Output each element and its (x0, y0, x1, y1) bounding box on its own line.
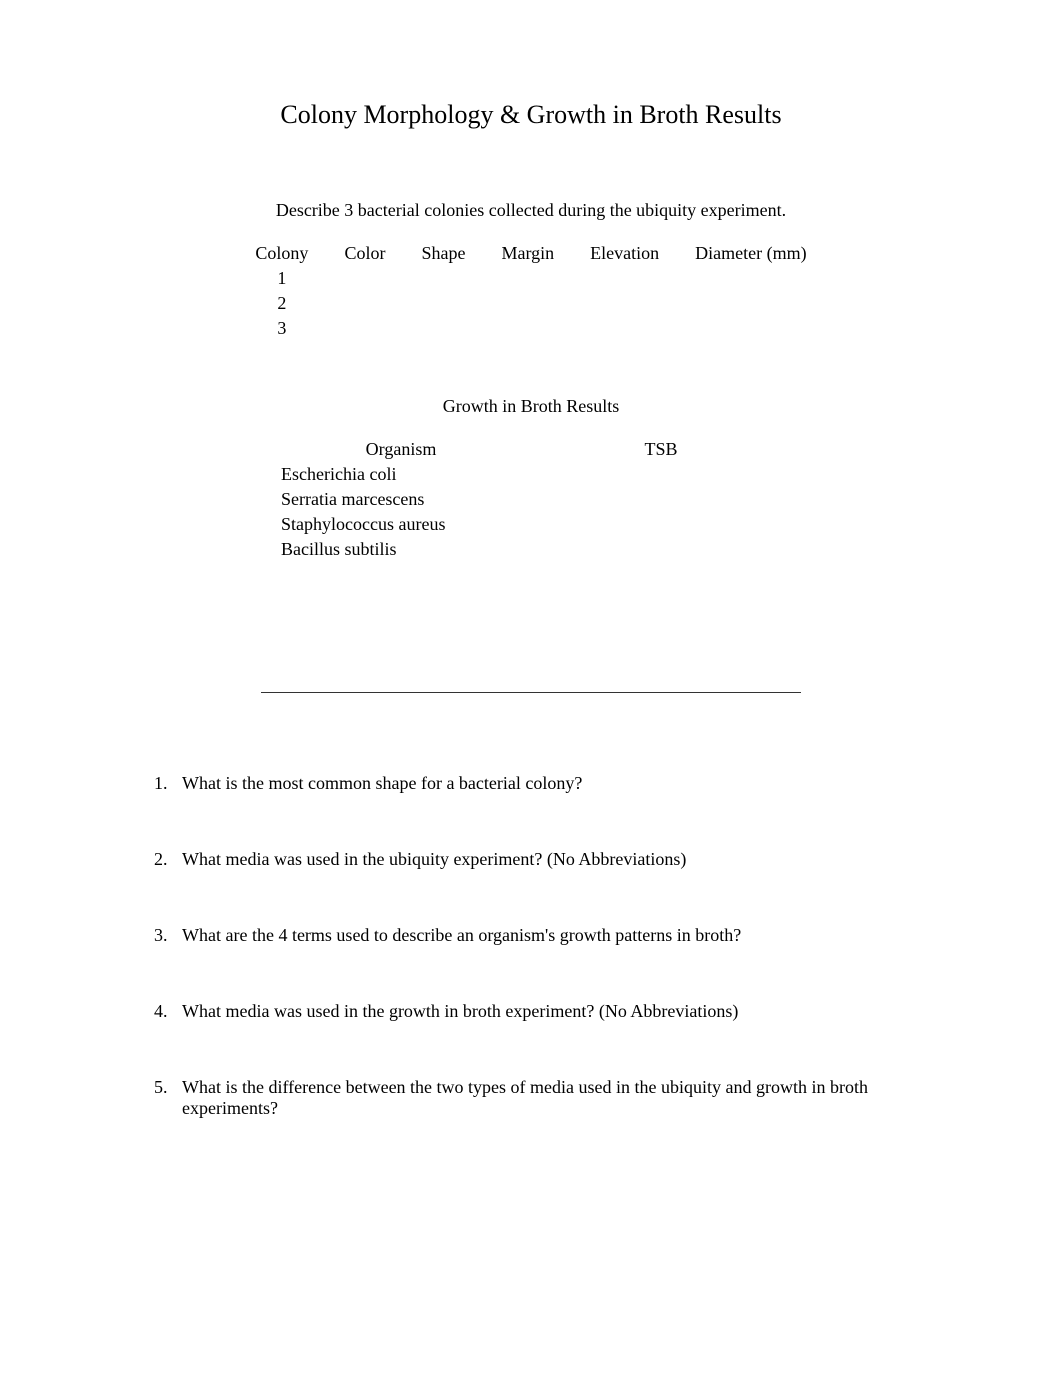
colony-shape (403, 291, 483, 316)
table-row: 2 (237, 291, 824, 316)
tsb-value (531, 512, 791, 537)
colony-num: 2 (237, 291, 326, 316)
broth-table: Organism TSB Escherichia coli Serratia m… (271, 437, 791, 562)
colony-diameter (677, 266, 824, 291)
broth-heading: Growth in Broth Results (130, 396, 932, 417)
question-item: What media was used in the ubiquity expe… (172, 849, 932, 870)
table-row: Staphylococcus aureus (271, 512, 791, 537)
organism-name: Serratia marcescens (271, 487, 531, 512)
section-divider (261, 692, 801, 693)
colony-margin (483, 266, 572, 291)
colony-header-row: Colony Color Shape Margin Elevation Diam… (237, 241, 824, 266)
questions-list: What is the most common shape for a bact… (130, 773, 932, 1119)
col-header-elevation: Elevation (572, 241, 677, 266)
tsb-value (531, 537, 791, 562)
colony-color (326, 316, 403, 341)
question-item: What media was used in the growth in bro… (172, 1001, 932, 1022)
organism-name: Staphylococcus aureus (271, 512, 531, 537)
tsb-value (531, 487, 791, 512)
tsb-value (531, 462, 791, 487)
colony-table: Colony Color Shape Margin Elevation Diam… (237, 241, 824, 341)
colony-margin (483, 316, 572, 341)
colony-diameter (677, 291, 824, 316)
colony-color (326, 266, 403, 291)
colony-shape (403, 316, 483, 341)
colony-diameter (677, 316, 824, 341)
col-header-margin: Margin (483, 241, 572, 266)
page-title: Colony Morphology & Growth in Broth Resu… (130, 100, 932, 130)
col-header-organism: Organism (271, 437, 531, 462)
table-row: Serratia marcescens (271, 487, 791, 512)
colony-elevation (572, 291, 677, 316)
broth-header-row: Organism TSB (271, 437, 791, 462)
colony-instruction: Describe 3 bacterial colonies collected … (130, 200, 932, 221)
colony-num: 3 (237, 316, 326, 341)
question-item: What is the difference between the two t… (172, 1077, 932, 1119)
table-row: 1 (237, 266, 824, 291)
colony-margin (483, 291, 572, 316)
organism-name: Escherichia coli (271, 462, 531, 487)
col-header-colony: Colony (237, 241, 326, 266)
colony-shape (403, 266, 483, 291)
col-header-diameter: Diameter (mm) (677, 241, 824, 266)
col-header-color: Color (326, 241, 403, 266)
organism-name: Bacillus subtilis (271, 537, 531, 562)
colony-table-wrap: Colony Color Shape Margin Elevation Diam… (130, 241, 932, 341)
colony-color (326, 291, 403, 316)
col-header-shape: Shape (403, 241, 483, 266)
colony-elevation (572, 316, 677, 341)
broth-table-wrap: Organism TSB Escherichia coli Serratia m… (130, 437, 932, 562)
table-row: 3 (237, 316, 824, 341)
colony-num: 1 (237, 266, 326, 291)
colony-elevation (572, 266, 677, 291)
question-item: What is the most common shape for a bact… (172, 773, 932, 794)
table-row: Bacillus subtilis (271, 537, 791, 562)
table-row: Escherichia coli (271, 462, 791, 487)
col-header-tsb: TSB (531, 437, 791, 462)
question-item: What are the 4 terms used to describe an… (172, 925, 932, 946)
